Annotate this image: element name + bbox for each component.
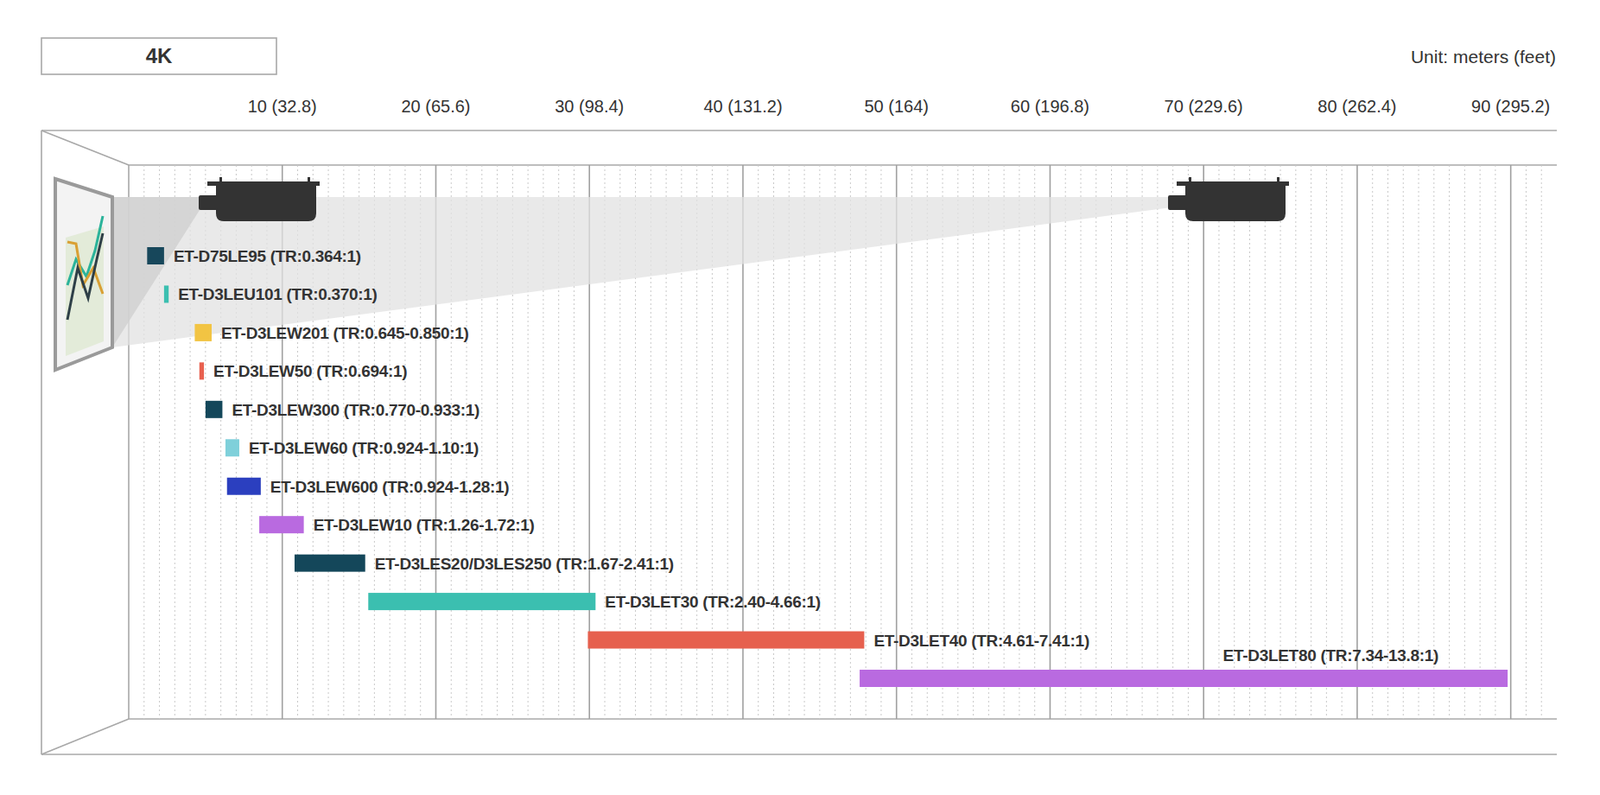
minor-grid-line bbox=[1341, 165, 1343, 719]
tick-label: 10 (32.8) bbox=[247, 96, 318, 116]
minor-grid-line bbox=[1249, 165, 1251, 719]
projector-foot bbox=[1188, 177, 1192, 183]
minor-grid-line bbox=[1095, 165, 1097, 719]
bar bbox=[294, 554, 366, 572]
minor-grid-line bbox=[865, 165, 867, 719]
bar-label: ET-D75LE95 (TR:0.364:1) bbox=[173, 247, 362, 266]
room-frame bbox=[41, 130, 1557, 755]
minor-grid-line bbox=[1111, 165, 1112, 719]
frame-line bbox=[41, 753, 1557, 756]
bar-label: ET-D3LET40 (TR:4.61-7.41:1) bbox=[873, 631, 1090, 650]
bar-label: ET-D3LEW600 (TR:0.924-1.28:1) bbox=[270, 477, 509, 496]
minor-grid-line bbox=[1387, 165, 1389, 719]
projector-lens bbox=[1168, 195, 1188, 210]
tick-label: 70 (229.6) bbox=[1164, 96, 1244, 116]
minor-grid-line bbox=[1126, 165, 1128, 719]
minor-grid-line bbox=[1541, 165, 1543, 719]
bar bbox=[205, 400, 223, 419]
minor-grid-line bbox=[1403, 165, 1404, 719]
tick-label: 80 (262.4) bbox=[1317, 96, 1397, 116]
projector-foot bbox=[307, 177, 311, 183]
minor-grid-line bbox=[1433, 165, 1435, 719]
bar bbox=[199, 361, 204, 380]
minor-grid-line bbox=[1172, 165, 1174, 719]
projector-lens bbox=[198, 195, 218, 210]
minor-grid-line bbox=[1187, 165, 1189, 719]
minor-grid-line bbox=[1218, 165, 1220, 719]
minor-grid-line bbox=[1142, 165, 1143, 719]
grid-line bbox=[1356, 165, 1359, 719]
bar bbox=[194, 323, 212, 342]
chart: 10 (32.8) 20 (65.6) 30 (98.4) 40 (131.2) 50 … bbox=[0, 0, 1600, 795]
minor-grid-line bbox=[1264, 165, 1266, 719]
minor-grid-line bbox=[1448, 165, 1450, 719]
grid-line bbox=[1202, 165, 1205, 719]
tick-label: 60 (196.8) bbox=[1010, 96, 1090, 116]
screen-chart bbox=[65, 226, 104, 356]
title: 4K bbox=[146, 44, 173, 68]
tick-label: 50 (164) bbox=[863, 96, 929, 116]
bar bbox=[368, 592, 596, 610]
bar-label: ET-D3LES20/D3LES250 (TR:1.67-2.41:1) bbox=[374, 554, 674, 573]
minor-grid-line bbox=[1280, 165, 1282, 719]
bar-labels: ET-D75LE95 (TR:0.364:1) ET-D3LEU101 (TR:0… bbox=[173, 247, 1439, 665]
minor-grid-line bbox=[1233, 165, 1235, 719]
projector-body bbox=[215, 185, 317, 222]
minor-grid-line bbox=[1156, 165, 1158, 719]
grid-line bbox=[1510, 165, 1512, 719]
beam bbox=[112, 196, 202, 348]
frame-line bbox=[41, 130, 129, 166]
frame-line bbox=[41, 129, 1557, 132]
minor-grid-line bbox=[1326, 165, 1327, 719]
tick-label: 90 (295.2) bbox=[1471, 96, 1550, 116]
screen-chart bbox=[67, 233, 103, 320]
minor-grid-line bbox=[1371, 165, 1373, 719]
minor-grid-line bbox=[1464, 165, 1466, 719]
tick-label: 30 (98.4) bbox=[554, 96, 624, 116]
bar bbox=[164, 285, 169, 303]
minor-grid-line bbox=[1525, 165, 1527, 719]
axis-line bbox=[128, 164, 1557, 166]
bar-label: ET-D3LET80 (TR:7.34-13.8:1) bbox=[1223, 646, 1440, 665]
bar-label: ET-D3LEW10 (TR:1.26-1.72:1) bbox=[313, 515, 535, 534]
frame-line bbox=[40, 130, 43, 755]
tick-label: 20 (65.6) bbox=[400, 96, 470, 116]
bar bbox=[259, 515, 305, 534]
minor-grid-line bbox=[1418, 165, 1420, 719]
minor-grid-line bbox=[1310, 165, 1312, 719]
bar-label: ET-D3LEU101 (TR:0.370:1) bbox=[177, 285, 377, 304]
projector-foot bbox=[219, 177, 223, 183]
bar bbox=[227, 477, 261, 496]
bars bbox=[146, 247, 1508, 687]
projector bbox=[1168, 177, 1289, 222]
title-box bbox=[41, 38, 277, 75]
bar-label: ET-D3LET30 (TR:2.40-4.66:1) bbox=[604, 592, 821, 611]
bar bbox=[587, 631, 864, 649]
projector-foot bbox=[1276, 177, 1280, 183]
minor-grid-line bbox=[1295, 165, 1296, 719]
bar bbox=[225, 438, 240, 457]
bar bbox=[146, 247, 165, 265]
projector bbox=[198, 177, 320, 222]
axis-title: Unit: meters (feet) bbox=[1410, 46, 1556, 67]
bar-label: ET-D3LEW201 (TR:0.645-0.850:1) bbox=[221, 323, 470, 343]
minor-grid-line bbox=[1479, 165, 1481, 719]
frame-line bbox=[41, 718, 129, 755]
projector-top bbox=[207, 181, 320, 186]
bar-label: ET-D3LEW300 (TR:0.770-0.933:1) bbox=[231, 400, 480, 420]
illustration bbox=[55, 177, 1289, 370]
minor-grid-line bbox=[1494, 165, 1496, 719]
screen bbox=[55, 178, 113, 370]
bar-label: ET-D3LEW60 (TR:0.924-1.10:1) bbox=[248, 438, 479, 458]
bar-label: ET-D3LEW50 (TR:0.694:1) bbox=[213, 361, 407, 381]
bar bbox=[859, 669, 1508, 687]
tick-label: 40 (131.2) bbox=[703, 96, 782, 116]
projector-top bbox=[1176, 181, 1289, 186]
axis-line bbox=[128, 717, 1557, 720]
projector-body bbox=[1185, 185, 1286, 222]
